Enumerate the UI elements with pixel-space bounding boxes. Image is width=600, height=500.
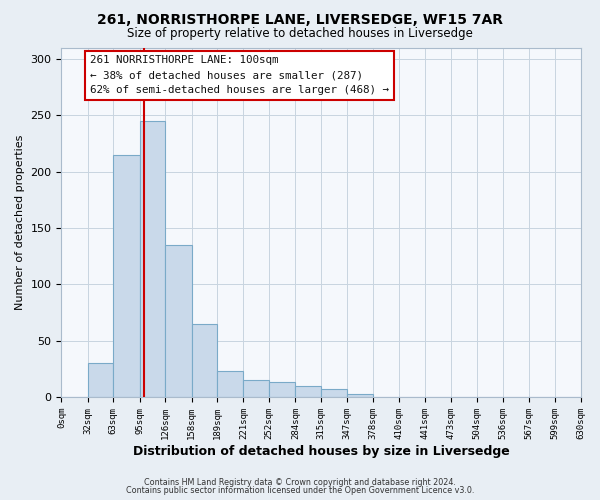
Bar — [191, 324, 217, 397]
Y-axis label: Number of detached properties: Number of detached properties — [15, 134, 25, 310]
Bar — [269, 382, 295, 397]
Text: 261, NORRISTHORPE LANE, LIVERSEDGE, WF15 7AR: 261, NORRISTHORPE LANE, LIVERSEDGE, WF15… — [97, 12, 503, 26]
X-axis label: Distribution of detached houses by size in Liversedge: Distribution of detached houses by size … — [133, 444, 509, 458]
Bar — [88, 363, 113, 397]
Bar — [347, 394, 373, 397]
Text: Contains HM Land Registry data © Crown copyright and database right 2024.: Contains HM Land Registry data © Crown c… — [144, 478, 456, 487]
Bar — [113, 154, 140, 397]
Text: Size of property relative to detached houses in Liversedge: Size of property relative to detached ho… — [127, 28, 473, 40]
Text: 261 NORRISTHORPE LANE: 100sqm
← 38% of detached houses are smaller (287)
62% of : 261 NORRISTHORPE LANE: 100sqm ← 38% of d… — [90, 56, 389, 95]
Text: Contains public sector information licensed under the Open Government Licence v3: Contains public sector information licen… — [126, 486, 474, 495]
Bar — [321, 389, 347, 397]
Bar — [295, 386, 321, 397]
Bar — [165, 245, 191, 397]
Bar — [217, 371, 244, 397]
Bar — [244, 380, 269, 397]
Bar — [140, 121, 165, 397]
